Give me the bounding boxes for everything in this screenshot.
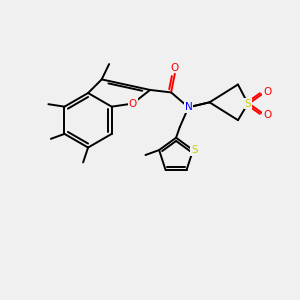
Text: O: O bbox=[171, 63, 179, 73]
Text: S: S bbox=[244, 99, 251, 109]
Text: S: S bbox=[191, 145, 198, 155]
Text: O: O bbox=[263, 110, 271, 120]
Text: N: N bbox=[184, 102, 192, 112]
Text: O: O bbox=[263, 87, 271, 97]
Text: O: O bbox=[129, 99, 137, 109]
